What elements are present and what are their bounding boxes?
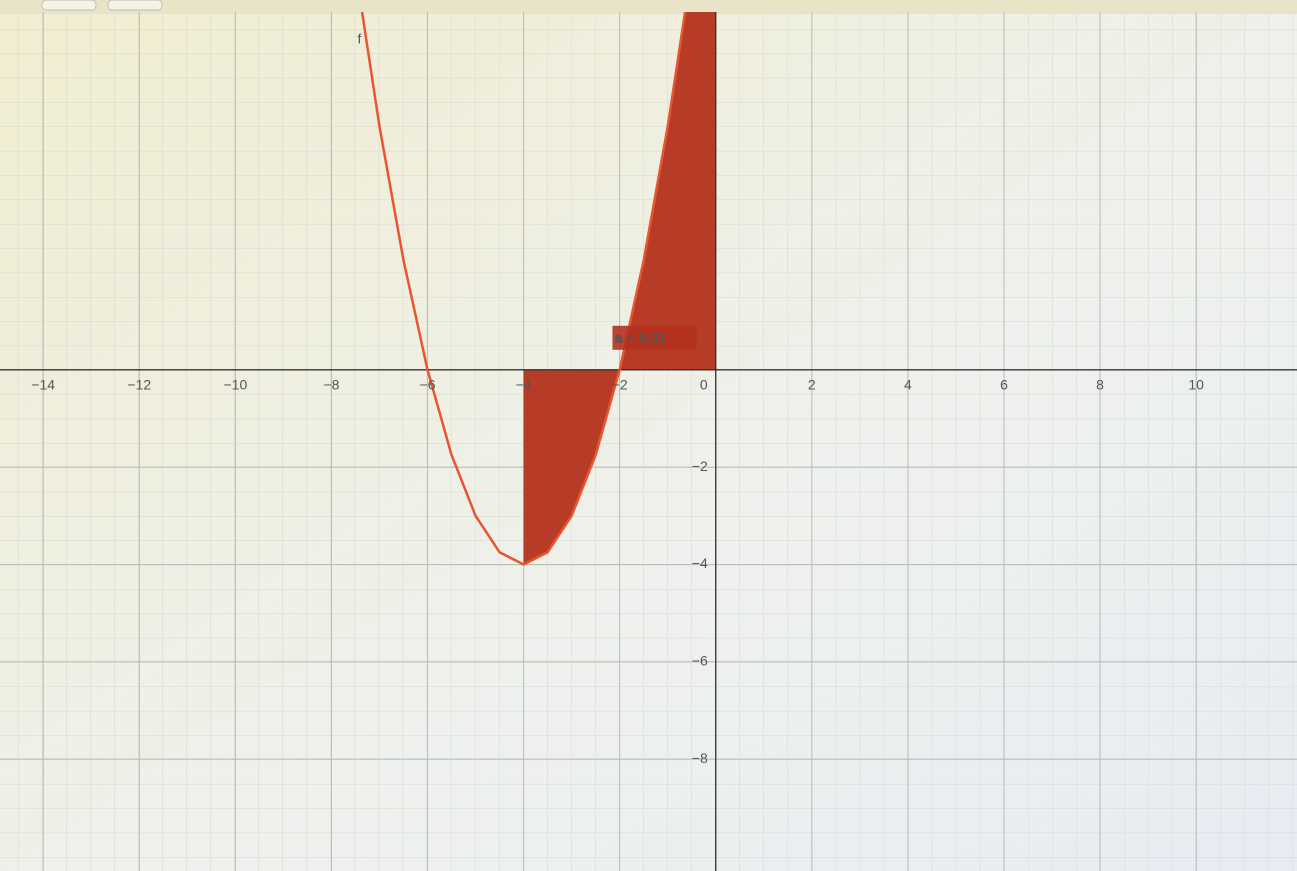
toolbar-button[interactable]	[108, 0, 162, 10]
toolbar	[0, 0, 1297, 14]
x-tick-label: 0	[700, 377, 708, 393]
area-label: a = 5.01	[612, 326, 696, 350]
function-label: f	[357, 31, 361, 47]
x-tick-label: −10	[224, 377, 248, 393]
x-tick-label: 4	[904, 377, 912, 393]
x-tick-label: 2	[808, 377, 816, 393]
x-tick-label: 8	[1096, 377, 1104, 393]
x-tick-label: −2	[612, 377, 628, 393]
graphics-view: f −14 −12 −10 −8 −6 −4 −2 0 2 4 6 8 10 −8 −6 −4 −2 a = 5.0…	[0, 0, 1297, 871]
x-tick-label: −6	[420, 377, 436, 393]
page: f −14 −12 −10 −8 −6 −4 −2 0 2 4 6 8 10 −8 −6 −4 −2 a = 5.0…	[0, 0, 1297, 871]
x-tick-label: −12	[127, 377, 151, 393]
toolbar-button[interactable]	[42, 0, 96, 10]
y-tick-label: −8	[692, 750, 708, 766]
y-tick-label: −4	[692, 555, 708, 571]
area-label-text: a = 5.01	[615, 330, 666, 346]
x-tick-label: −14	[31, 377, 55, 393]
x-tick-label: −8	[323, 377, 339, 393]
x-tick-label: −4	[516, 377, 532, 393]
minor-grid	[0, 0, 1297, 871]
y-tick-label: −6	[692, 652, 708, 668]
x-tick-label: 6	[1000, 377, 1008, 393]
y-tick-label: −2	[692, 458, 708, 474]
x-tick-label: 10	[1188, 377, 1204, 393]
